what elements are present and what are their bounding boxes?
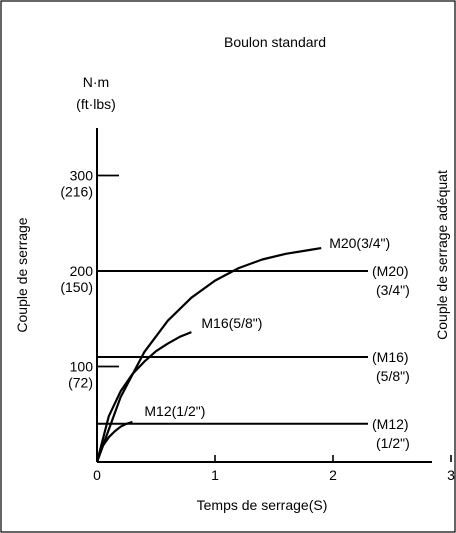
plot-layer: 0 1 2 3 100(72) 200(150) 300(216) (M20) (3/4") M2… (60, 128, 455, 483)
series-curve (95, 247, 322, 463)
target-label: (M16) (372, 349, 409, 365)
x-tick-label: 2 (329, 467, 337, 483)
y-tick-sublabel: (216) (60, 184, 93, 200)
x-tick-label: 0 (93, 467, 101, 483)
x-tick-label: 3 (447, 467, 455, 483)
series-label: M20(3/4") (329, 235, 390, 251)
series-curve (95, 420, 133, 463)
series-label: M16(5/8") (201, 315, 262, 331)
y-tick-sublabel: (72) (68, 375, 93, 391)
series-curve (95, 331, 192, 463)
target-label: (M12) (372, 416, 409, 432)
target-sublabel: (1/2") (376, 435, 410, 451)
y-tick-label: 100 (70, 359, 94, 375)
y-tick-label: 200 (70, 263, 94, 279)
target-sublabel: (5/8") (376, 368, 410, 384)
y-tick-label: 300 (70, 168, 94, 184)
right-axis-label: Couple de serrage adéquat (434, 170, 450, 340)
x-tick-label: 1 (211, 467, 219, 483)
target-label: (M20) (372, 263, 409, 279)
y-tick-sublabel: (150) (60, 279, 93, 295)
chart-title: Boulon standard (224, 34, 326, 50)
y-axis-label: Couple de serrage (14, 217, 30, 332)
y-unit-bottom: (ft·lbs) (76, 96, 116, 112)
target-sublabel: (3/4") (376, 282, 410, 298)
y-unit-top: N·m (83, 74, 109, 90)
series-label: M12(1/2") (144, 403, 205, 419)
x-axis-label: Temps de serrage(S) (197, 497, 328, 513)
